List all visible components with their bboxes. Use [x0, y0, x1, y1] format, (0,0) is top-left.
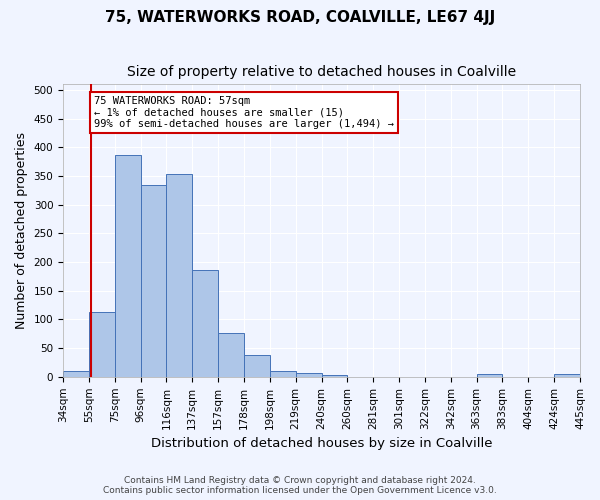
Bar	[554, 374, 580, 377]
Bar	[63, 371, 89, 377]
Bar	[115, 155, 140, 377]
Text: 75, WATERWORKS ROAD, COALVILLE, LE67 4JJ: 75, WATERWORKS ROAD, COALVILLE, LE67 4JJ	[105, 10, 495, 25]
Bar	[218, 333, 244, 377]
Y-axis label: Number of detached properties: Number of detached properties	[15, 132, 28, 329]
Text: 75 WATERWORKS ROAD: 57sqm
← 1% of detached houses are smaller (15)
99% of semi-d: 75 WATERWORKS ROAD: 57sqm ← 1% of detach…	[94, 96, 394, 129]
Bar	[296, 373, 322, 377]
Bar	[89, 312, 115, 377]
Bar	[322, 374, 347, 377]
Bar	[476, 374, 502, 377]
Bar	[270, 370, 296, 377]
Bar	[192, 270, 218, 377]
Text: Contains HM Land Registry data © Crown copyright and database right 2024.
Contai: Contains HM Land Registry data © Crown c…	[103, 476, 497, 495]
X-axis label: Distribution of detached houses by size in Coalville: Distribution of detached houses by size …	[151, 437, 492, 450]
Bar	[244, 355, 270, 377]
Bar	[166, 174, 192, 377]
Bar	[140, 186, 166, 377]
Title: Size of property relative to detached houses in Coalville: Size of property relative to detached ho…	[127, 65, 516, 79]
